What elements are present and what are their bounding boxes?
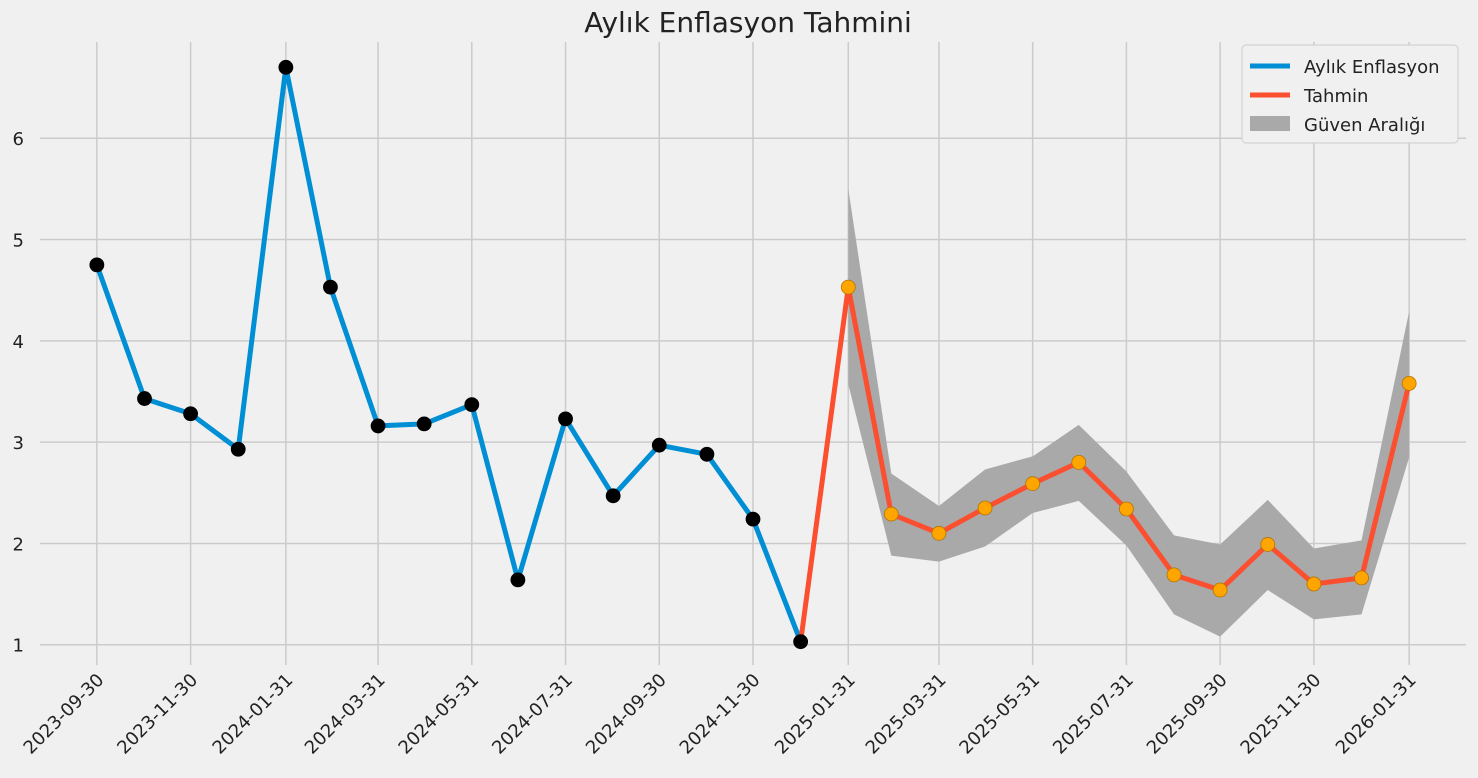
legend-swatch-confidence bbox=[1250, 116, 1290, 131]
chart-title: Aylık Enflasyon Tahmini bbox=[584, 6, 912, 39]
series-0-point bbox=[370, 418, 386, 434]
series-0-point bbox=[558, 411, 573, 427]
series-1-point bbox=[1025, 476, 1041, 492]
series-1-point bbox=[977, 500, 993, 516]
series-0-point bbox=[416, 416, 432, 432]
series-0-point bbox=[464, 397, 480, 413]
x-tick-label: 2024-09-30 bbox=[582, 670, 671, 759]
confidence-band-layer bbox=[848, 188, 1410, 637]
series-0-point bbox=[230, 441, 246, 457]
series-0-point bbox=[699, 446, 715, 462]
series-1-point bbox=[883, 506, 899, 522]
x-tick-label: 2024-01-31 bbox=[209, 670, 298, 759]
legend: Aylık Enflasyon Tahmin Güven Aralığı bbox=[1241, 44, 1459, 144]
series-1-point bbox=[1119, 501, 1134, 517]
y-tick-label: 3 bbox=[13, 433, 24, 454]
legend-label-series-1: Tahmin bbox=[1303, 86, 1368, 107]
x-tick-label: 2023-11-30 bbox=[113, 670, 202, 759]
legend-frame bbox=[1241, 44, 1459, 144]
series-0-point bbox=[137, 391, 152, 406]
series-0-point bbox=[651, 437, 667, 453]
x-tick-label: 2025-09-30 bbox=[1143, 670, 1232, 759]
series-0-point bbox=[278, 59, 294, 75]
series-0-point bbox=[183, 406, 198, 422]
series-markers bbox=[89, 59, 1417, 650]
series-1-point bbox=[1354, 570, 1369, 586]
y-tick-label: 4 bbox=[13, 332, 24, 353]
x-tick-label: 2024-03-31 bbox=[301, 670, 390, 759]
series-1-point bbox=[1306, 576, 1322, 592]
legend-label-series-0: Aylık Enflasyon bbox=[1304, 57, 1440, 78]
x-tick-label: 2026-01-31 bbox=[1332, 670, 1421, 759]
series-0-point bbox=[745, 511, 761, 527]
series-0-point bbox=[793, 634, 809, 650]
x-tick-label: 2025-03-31 bbox=[862, 670, 951, 759]
y-tick-label: 6 bbox=[13, 129, 24, 150]
x-tick-label: 2024-05-31 bbox=[395, 670, 484, 759]
series-1-point bbox=[1071, 454, 1087, 470]
series-1-point bbox=[931, 525, 947, 541]
series-0-point bbox=[605, 488, 621, 504]
y-tick-label: 2 bbox=[13, 534, 24, 555]
series-1-point bbox=[1166, 567, 1182, 583]
x-tick-label: 2023-09-30 bbox=[20, 670, 109, 759]
y-axis-ticks: 1 2 3 4 5 6 bbox=[13, 129, 24, 657]
x-tick-label: 2025-05-31 bbox=[955, 670, 1044, 759]
series-0-point bbox=[89, 257, 105, 273]
x-tick-label: 2025-11-30 bbox=[1237, 670, 1326, 759]
y-tick-label: 5 bbox=[13, 231, 24, 252]
series-0-point bbox=[323, 279, 338, 295]
x-tick-label: 2025-07-31 bbox=[1049, 670, 1138, 759]
series-1-point bbox=[1212, 582, 1228, 598]
series-1-point bbox=[840, 279, 856, 295]
y-tick-label: 1 bbox=[13, 636, 24, 657]
series-1-point bbox=[1260, 537, 1276, 552]
series-lines bbox=[94, 64, 1412, 645]
series-1-point bbox=[1401, 375, 1417, 391]
legend-label-confidence: Güven Aralığı bbox=[1304, 115, 1425, 136]
series-0-point bbox=[510, 572, 526, 588]
x-tick-label: 2024-11-30 bbox=[676, 670, 765, 759]
x-axis-ticks: 2023-09-30 2023-11-30 2024-01-31 2024-03-31… bbox=[20, 670, 1421, 759]
series-line-0 bbox=[94, 64, 804, 645]
confidence-band bbox=[848, 188, 1410, 637]
series-line-1 bbox=[798, 284, 1412, 645]
x-tick-label: 2024-07-31 bbox=[488, 670, 577, 759]
x-tick-label: 2025-01-31 bbox=[771, 670, 860, 759]
